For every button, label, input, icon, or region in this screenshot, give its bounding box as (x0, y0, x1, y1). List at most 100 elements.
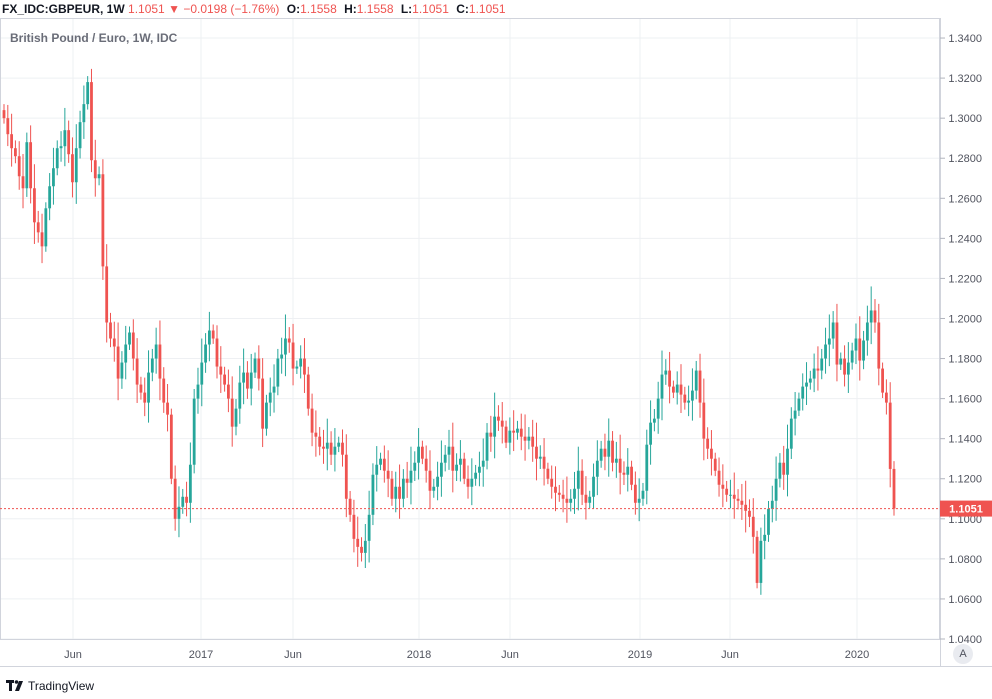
candle (398, 464, 401, 519)
candle-body (512, 430, 516, 433)
price-tick-label: 1.1200 (948, 474, 982, 486)
footer[interactable]: TradingView (6, 676, 94, 696)
candle (158, 320, 162, 401)
candle-body (736, 498, 740, 501)
candle (451, 422, 455, 493)
candle (614, 441, 618, 478)
candlestick-series (2, 68, 896, 595)
candle-body (219, 366, 223, 375)
candle (873, 299, 877, 333)
candle-body (489, 432, 493, 437)
candle (284, 314, 287, 377)
candle (622, 461, 626, 486)
candle (116, 322, 120, 401)
candle-body (420, 446, 424, 459)
candle (10, 113, 14, 167)
candle (580, 459, 584, 506)
candle (713, 452, 717, 477)
candle (401, 469, 405, 508)
candle-body (128, 332, 131, 345)
candle-body (223, 374, 226, 385)
candle-body (287, 338, 291, 343)
candle-body (120, 362, 124, 379)
price-axis[interactable]: 1.0400 1.0600 1.0800 1.1000 1.1200 1.1400 1.16… (940, 33, 982, 646)
candle-body (291, 342, 295, 369)
candle (493, 392, 497, 459)
symbol-title[interactable]: FX_IDC:GBPEUR, 1W (2, 2, 125, 16)
candle-body (439, 462, 443, 477)
candle-body (508, 430, 512, 443)
candle-body (379, 458, 382, 465)
candle-body (831, 322, 835, 339)
candle-body (710, 448, 713, 459)
candle (314, 410, 318, 457)
candle-body (204, 344, 207, 363)
candle-body (257, 358, 261, 379)
candle (67, 120, 71, 163)
candle-body (626, 466, 630, 475)
candle-body (774, 478, 778, 501)
chart-subtitle: British Pound / Euro, 1W, IDC (10, 31, 178, 45)
candle (843, 345, 846, 387)
candle-body (363, 540, 367, 553)
candle-body (310, 408, 314, 433)
candle-body (318, 436, 322, 447)
candle-body (131, 332, 135, 359)
candle (74, 124, 78, 204)
candle (367, 490, 371, 563)
time-tick-label: 2017 (189, 649, 213, 661)
price-tick-label: 1.2600 (948, 193, 982, 205)
candle-body (519, 428, 523, 437)
candle-body (52, 168, 55, 187)
candle (546, 462, 550, 485)
candle-body (71, 154, 74, 183)
candle (656, 381, 660, 434)
candle-body (249, 372, 253, 389)
candle (459, 440, 462, 482)
candle-body (17, 156, 21, 177)
candle-body (367, 514, 371, 541)
candle (234, 399, 238, 436)
candle (291, 323, 295, 386)
candle-body (424, 458, 428, 471)
candle (668, 351, 671, 404)
candle (147, 350, 150, 423)
candle (185, 481, 188, 517)
candle (44, 202, 48, 252)
candle (508, 417, 512, 455)
candle (542, 438, 546, 486)
candle-body (824, 344, 827, 359)
candle-body (485, 432, 489, 461)
candle (633, 471, 637, 515)
candle (637, 478, 641, 522)
candle-body (504, 426, 508, 443)
candle (793, 392, 797, 436)
candle (869, 286, 873, 345)
candle (645, 429, 649, 505)
candle-body (405, 478, 409, 483)
candle-body (109, 322, 112, 339)
candle-body (48, 186, 52, 209)
candle (2, 104, 6, 124)
candle (295, 360, 299, 374)
candle-body (375, 464, 379, 475)
candle-body (325, 442, 329, 449)
candle (261, 358, 265, 448)
candle-body (846, 362, 850, 375)
autoscale-button[interactable]: A (953, 644, 973, 664)
candle-body (196, 384, 200, 399)
candle (211, 324, 215, 344)
candle-body (888, 402, 892, 469)
time-axis[interactable]: Jun 2017 Jun 2018 Jun 2019 Jun 2020 (64, 649, 869, 661)
candle (839, 352, 843, 370)
candle-body (873, 310, 877, 323)
candle-body (592, 476, 595, 497)
candle (664, 359, 668, 385)
candle (500, 402, 504, 444)
candle (154, 327, 158, 374)
candle-body (569, 498, 573, 503)
candle (599, 440, 603, 468)
candle-body (139, 384, 143, 393)
candle (55, 140, 59, 176)
